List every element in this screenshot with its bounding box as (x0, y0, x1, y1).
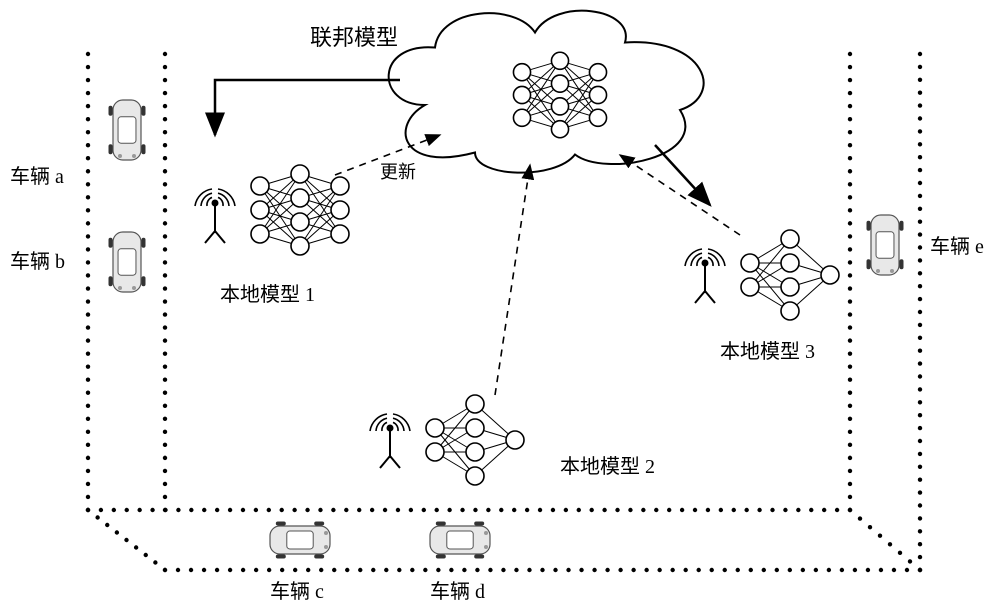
federated-cloud (389, 11, 704, 173)
antennas-group (195, 189, 725, 468)
vehicle-icon (867, 215, 904, 275)
antenna-icon (685, 249, 725, 303)
vehicle-icon (270, 522, 330, 559)
antenna-icon (370, 414, 410, 468)
local-nn-2 (426, 395, 524, 485)
local-model-3-label: 本地模型 3 (720, 335, 815, 364)
antenna-icon (195, 189, 235, 243)
road-boundaries (86, 52, 922, 572)
vehicles-group (109, 100, 904, 559)
diagram-canvas (0, 0, 1000, 615)
title-label: 联邦模型 (310, 20, 398, 52)
local-model-1-label: 本地模型 1 (220, 278, 315, 307)
vehicle-b-label: 车辆 b (10, 245, 65, 274)
vehicle-icon (430, 522, 490, 559)
vehicle-a-label: 车辆 a (10, 160, 64, 189)
vehicle-icon (109, 100, 146, 160)
local-nn-3 (741, 230, 839, 320)
local-nn-1 (251, 165, 349, 255)
cloud-nn (513, 52, 606, 138)
vehicle-c-label: 车辆 c (270, 575, 324, 604)
arrows-group (215, 80, 740, 395)
vehicle-icon (109, 232, 146, 292)
update-label: 更新 (380, 158, 416, 184)
neural-networks-group (251, 52, 839, 485)
vehicle-e-label: 车辆 e (930, 230, 984, 259)
vehicle-d-label: 车辆 d (430, 575, 485, 604)
local-model-2-label: 本地模型 2 (560, 450, 655, 479)
